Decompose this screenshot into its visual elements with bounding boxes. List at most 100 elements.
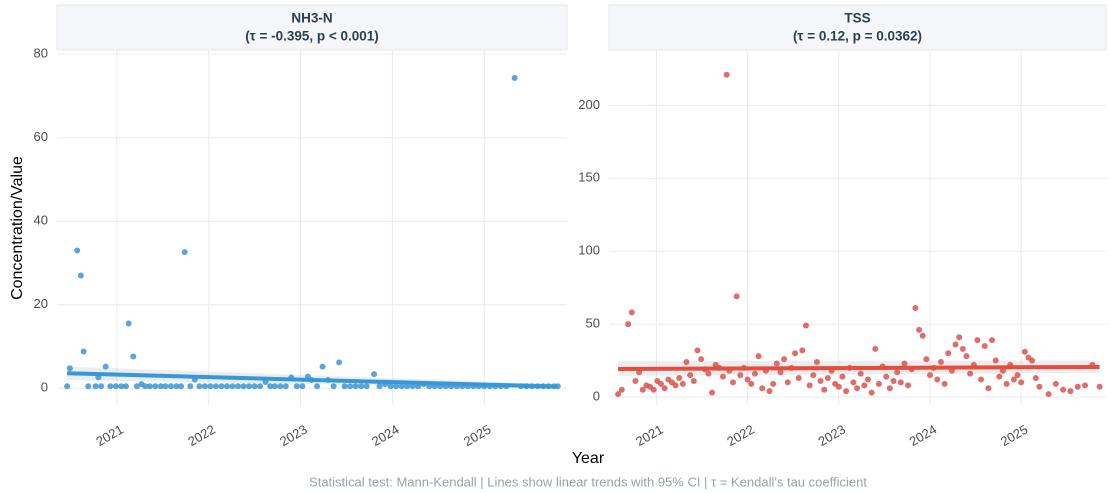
point [157,383,164,390]
x-axis-title: Year [572,450,605,467]
point [80,348,87,355]
point [240,383,247,390]
point [792,350,799,357]
point [941,380,948,387]
point [625,321,632,328]
point [246,383,253,390]
point [251,383,258,390]
point [271,383,278,390]
point [912,305,919,312]
point [98,383,105,390]
point [916,326,923,333]
point [277,383,284,390]
point [709,389,716,396]
y-tick-label: 50 [586,316,600,331]
point [945,350,952,357]
point [387,383,394,390]
point [937,358,944,365]
x-tick-label: 2021 [93,422,126,449]
panel-subtitle: (τ = -0.395, p < 0.001) [245,29,379,44]
point [676,375,683,382]
point [1096,383,1103,390]
point [854,385,861,392]
point [130,353,137,360]
point [167,383,174,390]
point [1045,391,1052,398]
point [687,372,694,379]
point [1067,388,1074,395]
point [799,347,806,354]
point [956,334,963,341]
point [821,386,828,393]
point [1074,383,1081,390]
point [615,391,622,398]
point [857,370,864,377]
point [650,386,657,393]
point [868,389,875,396]
point [901,360,908,367]
point [393,383,400,390]
point [872,345,879,352]
trend-line [67,371,558,389]
point [839,373,846,380]
point [125,320,132,327]
point [376,383,383,390]
point [777,369,784,376]
point [628,309,635,316]
point [835,383,842,390]
point [92,383,99,390]
point [985,385,992,392]
point [784,379,791,386]
x-tick-label: 2022 [724,422,757,449]
point [235,383,242,390]
point [398,383,405,390]
point [963,353,970,360]
point [107,383,114,390]
point [781,356,788,363]
point [748,380,755,387]
point [146,383,153,390]
y-tick-label: 0 [593,388,600,403]
point [102,363,109,370]
point [257,383,264,390]
point [1021,348,1028,355]
point [657,380,664,387]
point [282,383,289,390]
panel-subtitle: (τ = 0.12, p = 0.0362) [793,29,922,44]
x-tick-label: 2025 [461,422,494,449]
point [923,356,930,363]
point [679,380,686,387]
point [755,353,762,360]
point [759,385,766,392]
point [118,383,125,390]
point [967,370,974,377]
point [996,373,1003,380]
point [905,382,912,389]
point [363,383,370,390]
x-tick-label: 2021 [633,422,666,449]
point [723,71,730,78]
x-tick-label: 2022 [185,422,218,449]
point [934,376,941,383]
point [730,379,737,386]
point [133,383,140,390]
point [661,385,668,392]
point [683,358,690,365]
point [694,347,701,354]
point [64,383,71,390]
point [1010,376,1017,383]
point [347,383,354,390]
point [618,386,625,393]
point [813,358,820,365]
point [85,383,92,390]
point [74,247,81,254]
y-tick-label: 200 [578,97,600,112]
point [806,382,813,389]
point [330,383,337,390]
point [77,272,84,279]
point [1060,386,1067,393]
point [207,383,214,390]
point [766,388,773,395]
point [181,249,188,256]
